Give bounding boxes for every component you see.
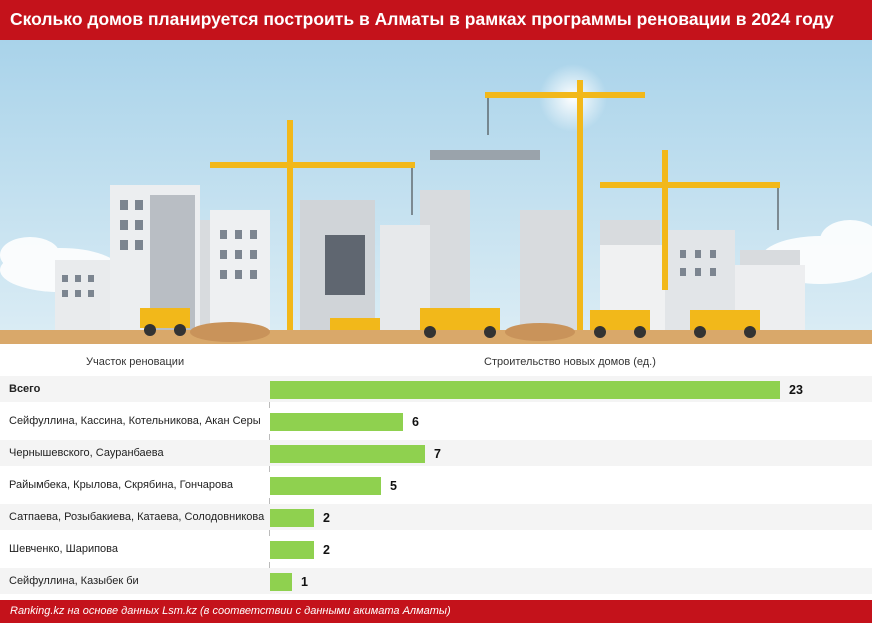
data-label: 2	[323, 543, 330, 557]
table-row: Шевченко, Шарипова 2	[0, 536, 872, 562]
dirt-pile	[190, 322, 270, 342]
category-axis-title: Участок реновации	[86, 356, 185, 368]
data-label: 23	[789, 383, 803, 397]
construction-illustration	[0, 40, 872, 344]
bar	[270, 445, 425, 463]
category-label: Шевченко, Шарипова	[9, 543, 119, 555]
category-label: Райымбека, Крылова, Скрябина, Гончарова	[9, 479, 233, 491]
data-label: 6	[412, 415, 419, 429]
data-label: 5	[390, 479, 397, 493]
category-label: Сатпаева, Розыбакиева, Катаева, Солодовн…	[9, 511, 265, 523]
data-label: 1	[301, 575, 308, 589]
bar	[270, 541, 314, 559]
category-label: Всего	[9, 383, 41, 395]
data-label: 2	[323, 511, 330, 525]
table-row: Сейфуллина, Казыбек би 1	[0, 568, 872, 594]
table-row: Чернышевского, Сауранбаева 7	[0, 440, 872, 466]
windows	[62, 200, 716, 297]
page-title: Сколько домов планируется построить в Ал…	[10, 9, 834, 29]
table-row: Сатпаева, Розыбакиева, Катаева, Солодовн…	[0, 504, 872, 530]
category-label: Сейфуллина, Кассина, Котельникова, Акан …	[9, 415, 261, 427]
value-axis-title: Строительство новых домов (ед.)	[484, 356, 656, 368]
bar	[270, 477, 381, 495]
bar	[270, 573, 292, 591]
category-label: Сейфуллина, Казыбек би	[9, 575, 139, 587]
table-row: Всего 23	[0, 376, 872, 402]
dirt-pile	[505, 323, 575, 341]
ground	[0, 330, 872, 344]
bar	[270, 509, 314, 527]
table-row: Сейфуллина, Кассина, Котельникова, Акан …	[0, 408, 872, 434]
table-row: Райымбека, Крылова, Скрябина, Гончарова 5	[0, 472, 872, 498]
footer-bar: Ranking.kz на основе данных Lsm.kz (в со…	[0, 600, 872, 623]
category-label: Чернышевского, Сауранбаева	[9, 447, 164, 459]
header-bar: Сколько домов планируется построить в Ал…	[0, 0, 872, 40]
data-label: 7	[434, 447, 441, 461]
bar	[270, 381, 780, 399]
source-note: Ranking.kz на основе данных Lsm.kz (в со…	[10, 605, 451, 617]
vehicle-wheels	[144, 324, 756, 338]
construction-vehicles	[140, 308, 760, 330]
cranes	[210, 80, 780, 330]
crane-beam-load	[430, 150, 540, 160]
crane-cables	[411, 98, 779, 230]
bar	[270, 413, 403, 431]
